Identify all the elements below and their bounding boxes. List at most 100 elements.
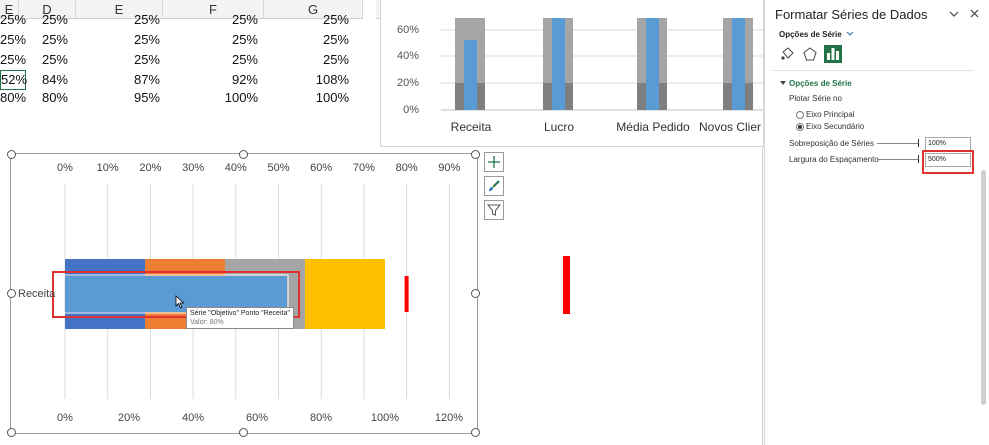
- highlight-box-series: [52, 271, 301, 318]
- gap-width-slider[interactable]: [877, 159, 919, 160]
- pentagon-icon[interactable]: [803, 47, 817, 61]
- chart-filters-button[interactable]: [484, 200, 504, 220]
- chart-elements-button[interactable]: [484, 152, 504, 172]
- cell[interactable]: 25%: [0, 52, 27, 67]
- cell[interactable]: 92%: [231, 72, 258, 87]
- main-chart-plot: [52, 184, 450, 399]
- cell[interactable]: 80%: [0, 90, 27, 105]
- series-options-dropdown[interactable]: Opções de Série: [779, 30, 854, 39]
- resize-handle[interactable]: [471, 289, 480, 298]
- cell[interactable]: 25%: [322, 32, 349, 47]
- cell[interactable]: 25%: [41, 32, 68, 47]
- cell[interactable]: 25%: [0, 32, 27, 47]
- cell[interactable]: 25%: [133, 52, 160, 67]
- gap-width-label: Largura do Espaçamento: [789, 155, 879, 164]
- series-options-tab[interactable]: [824, 45, 842, 63]
- cell[interactable]: 25%: [41, 52, 68, 67]
- resize-handle[interactable]: [239, 428, 248, 437]
- top-chart-column-media-pedido: [637, 18, 667, 110]
- cell[interactable]: 25%: [0, 12, 27, 27]
- radio-secondary-axis[interactable]: [796, 123, 804, 131]
- column-header-f[interactable]: F: [163, 0, 264, 19]
- pane-scrollbar[interactable]: [981, 170, 986, 405]
- pane-title: Formatar Séries de Dados: [775, 7, 928, 22]
- cell[interactable]: 25%: [322, 52, 349, 67]
- secondary-axis-tick-label: 10%: [96, 162, 119, 174]
- primary-axis-tick-label: 0%: [57, 412, 73, 424]
- column-header-e[interactable]: E: [0, 0, 19, 19]
- red-marker-bar: [563, 256, 570, 314]
- primary-axis-tick-label: 100%: [370, 412, 400, 424]
- chart-styles-button[interactable]: [484, 176, 504, 196]
- secondary-axis-tick-label: 60%: [310, 162, 333, 174]
- cell[interactable]: 25%: [133, 12, 160, 27]
- column-header-g[interactable]: G: [264, 0, 363, 19]
- paint-bucket-icon[interactable]: [780, 47, 794, 61]
- column-header-d[interactable]: D: [19, 0, 76, 19]
- chevron-down-icon[interactable]: [949, 10, 959, 18]
- cell[interactable]: 25%: [231, 52, 258, 67]
- plus-icon: [488, 156, 500, 168]
- section-header[interactable]: Opções de Série: [789, 79, 852, 88]
- series-tooltip: Série "Objetivo" Ponto "Receita" Valor: …: [186, 307, 294, 329]
- top-chart-category: Média Pedido: [616, 120, 690, 134]
- caret-down-icon[interactable]: [780, 80, 786, 86]
- secondary-axis-tick-label: 20%: [139, 162, 162, 174]
- top-chart-y-tick: 0%: [403, 104, 419, 116]
- secondary-axis-tick-label: 0%: [57, 162, 73, 174]
- cell[interactable]: 100%: [315, 90, 349, 105]
- radio-primary-axis[interactable]: [796, 111, 804, 119]
- secondary-axis-tick-label: 90%: [438, 162, 461, 174]
- secondary-axis-tick-label: 40%: [224, 162, 247, 174]
- cell[interactable]: 100%: [224, 90, 258, 105]
- resize-handle[interactable]: [7, 428, 16, 437]
- stacked-segment-bar: [305, 259, 385, 329]
- primary-axis-tick-label: 20%: [117, 412, 141, 424]
- cell[interactable]: 25%: [133, 32, 160, 47]
- category-label-receita: Receita: [18, 288, 56, 300]
- pane-divider: [773, 70, 973, 71]
- top-chart-plot: [441, 18, 763, 111]
- overlap-slider-thumb[interactable]: [918, 139, 919, 147]
- top-chart-category: Novos Clier: [699, 120, 762, 134]
- series-options-label: Opções de Série: [779, 30, 842, 39]
- primary-axis-tick-label: 80%: [309, 412, 333, 424]
- overlap-slider[interactable]: [877, 143, 919, 144]
- cell[interactable]: 84%: [41, 72, 68, 87]
- top-chart-column-receita: [455, 18, 485, 110]
- column-header-e2[interactable]: E: [76, 0, 163, 19]
- secondary-axis-tick-label: 50%: [267, 162, 290, 174]
- chevron-down-icon: [846, 31, 854, 36]
- top-chart[interactable]: 60% 40% 20% 0% Receita Lucro Média Pedid…: [380, 0, 764, 147]
- cell[interactable]: 80%: [41, 90, 68, 105]
- cell[interactable]: 25%: [231, 12, 258, 27]
- format-series-pane: Formatar Séries de Dados Opções de Série…: [764, 0, 989, 445]
- gap-width-input[interactable]: 500%: [925, 153, 971, 167]
- tooltip-line2: Valor: 80%: [190, 319, 224, 326]
- top-chart-y-tick: 60%: [396, 24, 419, 36]
- close-icon[interactable]: [970, 9, 979, 18]
- secondary-axis-tick-label: 30%: [182, 162, 205, 174]
- cell[interactable]: 25%: [322, 12, 349, 27]
- radio-secondary-label: Eixo Secundário: [806, 122, 865, 131]
- overlap-input[interactable]: 100%: [925, 137, 971, 151]
- primary-axis-tick-label: 120%: [434, 412, 464, 424]
- target-marker: [404, 276, 409, 312]
- resize-handle[interactable]: [471, 150, 480, 159]
- resize-handle[interactable]: [471, 428, 480, 437]
- paintbrush-icon: [489, 180, 500, 191]
- cell[interactable]: 25%: [231, 32, 258, 47]
- cell[interactable]: 25%: [41, 12, 68, 27]
- cell[interactable]: 108%: [315, 72, 349, 87]
- resize-handle[interactable]: [7, 150, 16, 159]
- cell[interactable]: 87%: [133, 72, 160, 87]
- gap-width-slider-thumb[interactable]: [918, 155, 919, 163]
- tooltip-line1: Série "Objetivo" Ponto "Receita": [190, 310, 290, 317]
- top-chart-column-lucro: [543, 18, 573, 110]
- resize-handle[interactable]: [7, 289, 16, 298]
- cell[interactable]: 95%: [133, 90, 160, 105]
- main-chart[interactable]: 0% 10% 20% 30% 40% 50% 60% 70% 80% 90% 0% 20% 40% 60…: [10, 153, 478, 434]
- column-letter: E: [114, 1, 124, 17]
- selected-cell[interactable]: 52%: [0, 70, 27, 90]
- resize-handle[interactable]: [239, 150, 248, 159]
